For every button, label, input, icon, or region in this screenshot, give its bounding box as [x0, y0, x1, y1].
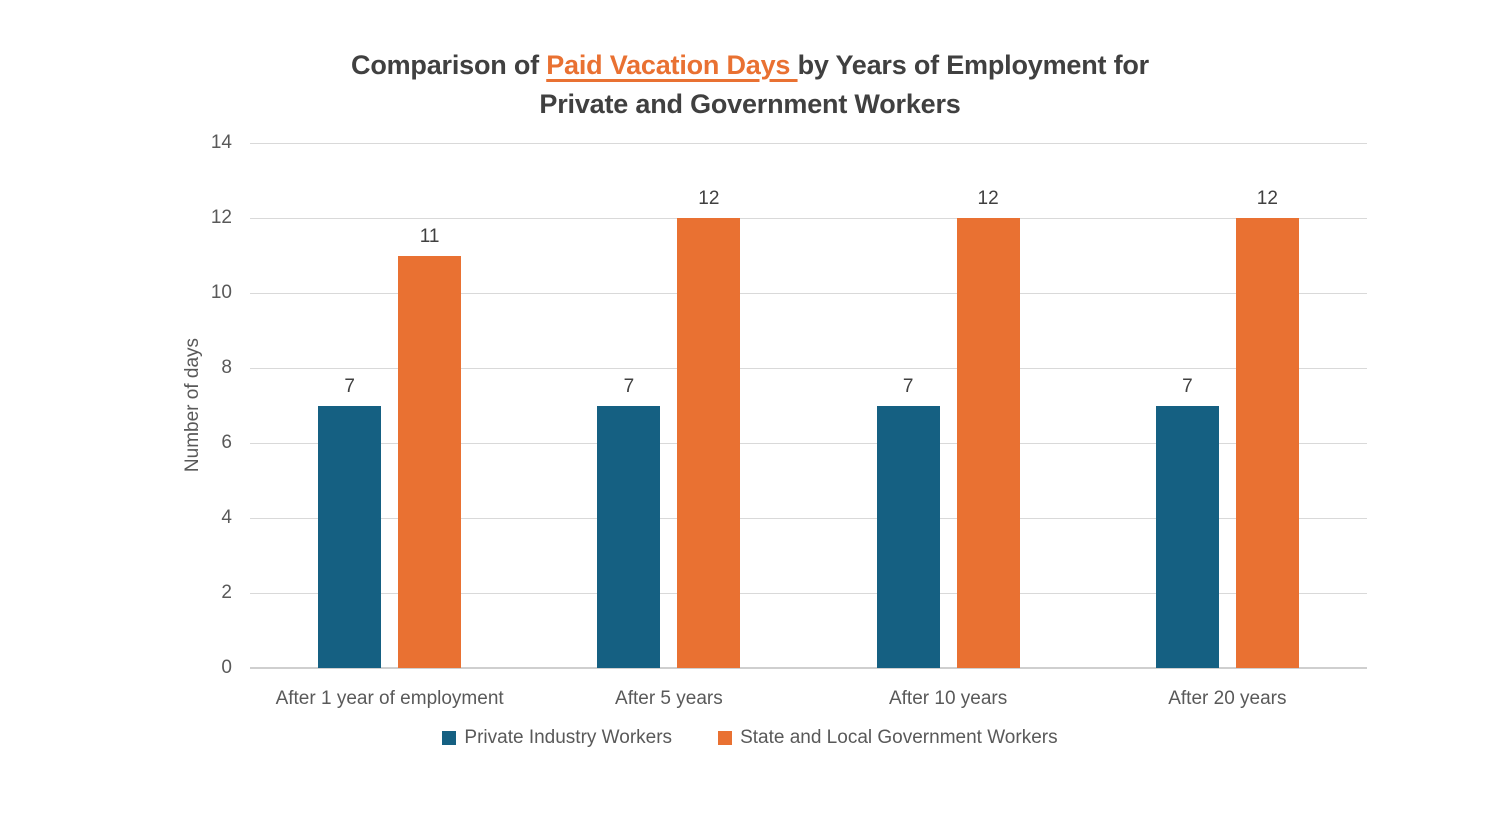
data-label: 12	[1256, 188, 1278, 209]
data-label: 7	[902, 375, 914, 397]
title-prefix: Comparison of	[351, 50, 547, 80]
chart-title: Comparison of Paid Vacation Days by Year…	[0, 46, 1500, 124]
legend-label: Private Industry Workers	[464, 727, 673, 748]
gridline	[250, 218, 1367, 219]
legend-swatch-icon	[718, 731, 733, 745]
x-axis-line	[250, 667, 1367, 669]
title-suffix: by Years of Employment for	[797, 50, 1150, 80]
gridline	[250, 518, 1367, 519]
data-label: 11	[419, 225, 440, 247]
plot-area: 7 11 7 12 7 12 7 12	[250, 143, 1367, 669]
bar-government-1	[398, 255, 462, 668]
data-label: 7	[623, 375, 635, 397]
legend-label: State and Local Government Workers	[740, 727, 1058, 748]
legend: Private Industry Workers State and Local …	[0, 727, 1500, 749]
gridline	[250, 143, 1367, 144]
gridline	[250, 443, 1367, 444]
data-label: 12	[977, 188, 999, 209]
bar-private-1	[318, 405, 382, 668]
data-label: 7	[1182, 375, 1193, 397]
gridline	[250, 593, 1367, 594]
y-tick-label: 4	[221, 507, 232, 528]
bar-private-2	[597, 405, 661, 668]
y-tick-label: 6	[221, 432, 232, 453]
y-tick-label: 14	[210, 132, 232, 153]
legend-swatch-icon	[442, 731, 457, 745]
y-axis-tick-labels: 0 2 4 6 8 10 12 14	[0, 132, 232, 678]
legend-item-government: State and Local Government Workers	[718, 727, 1058, 749]
y-tick-label: 10	[210, 282, 232, 303]
chart-title-line1: Comparison of Paid Vacation Days by Year…	[0, 46, 1500, 85]
x-category-label: After 1 year of employment	[275, 688, 504, 709]
legend-item-private: Private Industry Workers	[442, 727, 672, 749]
bar-private-4	[1155, 405, 1219, 668]
data-label: 7	[344, 375, 355, 397]
bar-government-4	[1235, 218, 1299, 668]
x-category-label: After 10 years	[888, 688, 1008, 709]
chart-title-line2: Private and Government Workers	[539, 89, 961, 119]
y-tick-label: 0	[221, 657, 232, 678]
gridline	[250, 293, 1367, 294]
bar-government-3	[956, 218, 1020, 668]
bar-private-3	[876, 405, 940, 668]
gridline	[250, 368, 1367, 369]
y-tick-label: 8	[221, 357, 232, 378]
x-category-label: After 5 years	[615, 688, 723, 709]
title-highlight: Paid Vacation Days	[546, 50, 798, 80]
y-tick-label: 2	[221, 582, 232, 603]
x-category-label: After 20 years	[1168, 688, 1287, 709]
y-tick-label: 12	[210, 207, 232, 228]
data-label: 12	[698, 188, 720, 209]
bar-government-2	[677, 218, 741, 668]
x-axis-labels: After 1 year of employment After 5 years A…	[250, 687, 1367, 711]
